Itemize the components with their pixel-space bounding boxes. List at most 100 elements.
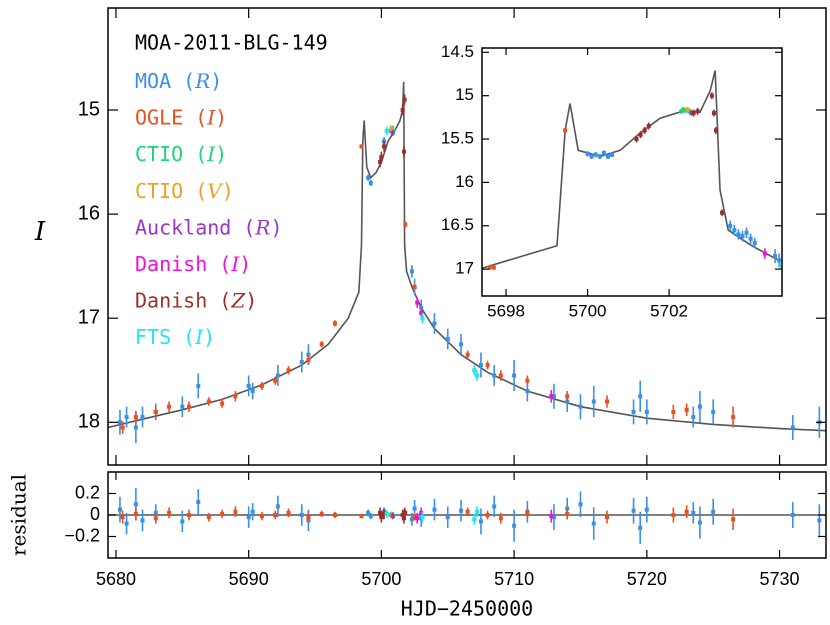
data-point — [273, 513, 278, 517]
data-point — [709, 93, 714, 98]
data-point — [697, 520, 702, 525]
data-point — [474, 373, 479, 378]
data-point — [491, 265, 496, 270]
data-point — [697, 404, 702, 409]
data-point — [498, 373, 503, 378]
data-point — [691, 415, 696, 420]
data-point — [140, 415, 145, 420]
data-point — [419, 311, 424, 316]
data-point — [728, 223, 733, 228]
data-point — [740, 234, 745, 239]
data-point — [459, 342, 464, 347]
data-point — [390, 130, 395, 135]
data-point — [368, 514, 373, 519]
data-point — [498, 516, 503, 521]
data-point — [306, 352, 311, 357]
data-point — [638, 394, 643, 399]
data-point — [246, 515, 251, 520]
data-point — [762, 251, 767, 256]
legend-entry: OGLE (I) — [135, 105, 227, 129]
data-point — [250, 509, 255, 514]
data-point — [790, 513, 795, 517]
data-point — [378, 160, 383, 165]
plot-content — [108, 488, 826, 545]
data-point — [319, 342, 324, 347]
x-tick-label: 5700 — [569, 301, 607, 320]
x-tick-label: 5730 — [760, 569, 800, 589]
data-point — [445, 337, 450, 342]
data-point — [120, 425, 125, 430]
data-point — [465, 352, 470, 357]
data-point — [124, 415, 129, 420]
data-point — [565, 394, 570, 399]
data-point — [691, 510, 696, 515]
data-point — [681, 107, 686, 112]
data-point — [578, 404, 583, 409]
data-point — [206, 399, 211, 404]
legend-entry: Danish (Z) — [135, 288, 257, 312]
y-tick-label: 16 — [78, 202, 100, 224]
data-point — [133, 425, 138, 430]
data-point — [299, 359, 304, 364]
data-point — [593, 152, 598, 157]
data-point — [409, 269, 414, 274]
data-point — [382, 511, 387, 516]
y-tick-label: 18 — [78, 411, 100, 433]
data-point — [432, 321, 437, 326]
data-point — [752, 241, 757, 246]
data-point — [366, 510, 371, 515]
data-point — [246, 383, 251, 388]
legend-entry: Danish (I) — [135, 252, 251, 276]
data-point — [382, 144, 387, 149]
data-point — [319, 511, 324, 516]
data-point — [133, 511, 138, 516]
y-tick-label: 16.5 — [441, 215, 474, 234]
data-point — [689, 111, 694, 116]
data-point — [720, 210, 725, 215]
data-point — [684, 407, 689, 412]
data-point — [691, 111, 696, 116]
data-point — [167, 510, 172, 515]
data-point — [409, 517, 414, 522]
legend-entry: MOA (R) — [135, 69, 222, 93]
data-point — [671, 409, 676, 414]
legend-entry: CTIO (V) — [135, 178, 234, 202]
data-point — [589, 154, 594, 159]
data-point — [711, 409, 716, 414]
data-point — [273, 378, 278, 383]
data-point — [415, 300, 420, 305]
x-tick-label: 5700 — [361, 569, 401, 589]
data-point — [525, 378, 530, 383]
data-point — [779, 262, 782, 267]
y-tick-label: −0.2 — [64, 525, 100, 545]
data-point — [306, 357, 311, 362]
data-point — [153, 409, 158, 414]
data-point — [485, 513, 490, 517]
data-point — [565, 511, 570, 516]
data-point — [631, 409, 636, 414]
data-point — [731, 415, 736, 420]
data-point — [402, 510, 407, 515]
data-point — [732, 228, 737, 233]
data-point — [415, 516, 420, 521]
x-tick-label: 5702 — [650, 301, 688, 320]
data-point — [196, 500, 201, 505]
x-tick-label: 5710 — [494, 569, 534, 589]
data-point — [525, 389, 530, 394]
data-point — [419, 510, 424, 515]
data-point — [299, 513, 304, 517]
y-tick-label: 16 — [455, 172, 474, 191]
data-point — [459, 508, 464, 513]
data-point — [412, 284, 417, 289]
data-point — [474, 509, 479, 514]
y-tick-label: 17 — [78, 306, 100, 328]
y-tick-label: 17 — [455, 259, 474, 278]
data-point — [591, 399, 596, 404]
frame — [107, 7, 827, 466]
data-point — [412, 515, 417, 520]
data-point — [605, 399, 610, 404]
data-point — [400, 513, 405, 517]
data-point — [695, 109, 700, 114]
data-point — [465, 509, 470, 514]
data-point — [731, 517, 736, 522]
